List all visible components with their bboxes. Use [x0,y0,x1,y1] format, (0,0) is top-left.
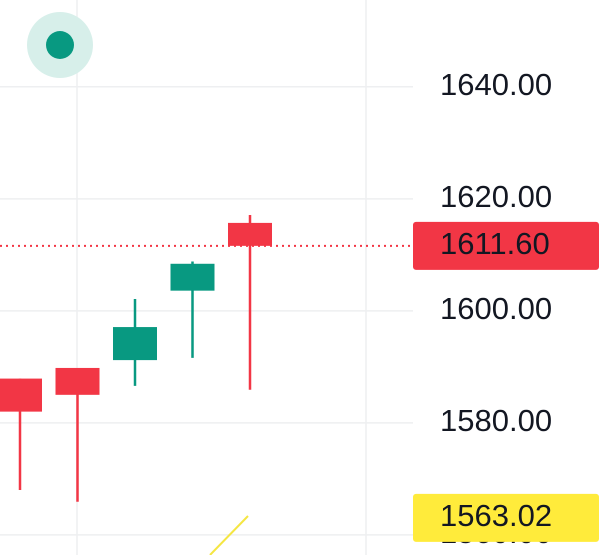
y-tick-label: 1640.00 [440,67,552,102]
candle-body [0,378,42,412]
price-label: 1563.02 [440,498,552,533]
y-tick-label: 1580.00 [440,403,552,438]
y-tick-label: 1620.00 [440,179,552,214]
candle-body [170,263,215,291]
price-axis: 1560.001580.001600.001620.001640.001611.… [413,67,599,550]
status-dot [46,31,74,59]
price-label-box [413,493,599,542]
price-label: 1611.60 [440,226,550,261]
grid [0,86,413,536]
indicator-line [209,515,249,555]
candles [0,215,413,502]
candle-body [228,222,272,246]
candle-body [113,327,157,361]
candle-body [55,367,100,395]
price-label-box [413,221,599,270]
y-tick-label: 1600.00 [440,291,552,326]
